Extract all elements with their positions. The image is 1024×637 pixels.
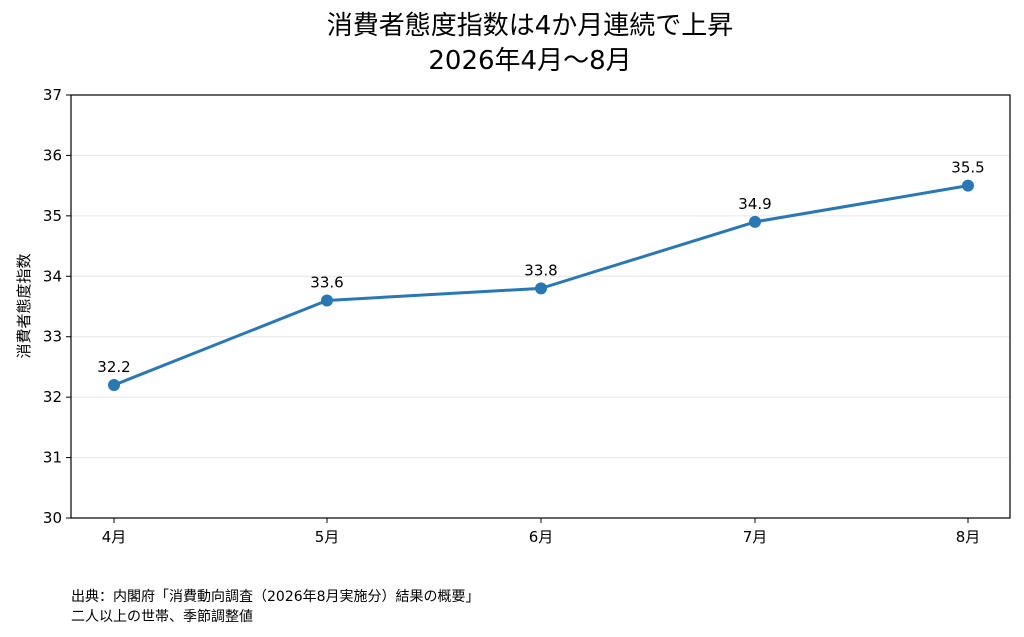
- data-label: 35.5: [951, 159, 984, 177]
- y-tick-label: 32: [43, 388, 62, 406]
- x-axis: 4月 5月 6月 7月 8月: [102, 518, 981, 546]
- series-group: [108, 179, 974, 392]
- data-point: [749, 215, 761, 228]
- x-tick-label: 8月: [956, 528, 981, 546]
- y-tick-label: 37: [43, 86, 62, 104]
- plot-frame: [70, 94, 1011, 519]
- y-tick-label: 33: [43, 328, 62, 346]
- x-tick-label: 7月: [743, 528, 768, 546]
- x-tick-label: 5月: [315, 528, 340, 546]
- chart-subtitle: 2026年4月〜8月: [428, 46, 631, 76]
- data-label: 32.2: [97, 358, 130, 376]
- y-tick-label: 36: [43, 146, 62, 164]
- y-tick-label: 31: [43, 449, 62, 467]
- y-tick-label: 34: [43, 267, 62, 285]
- y-axis: 30 31 32 33 34 35 36 37: [43, 86, 71, 527]
- data-label: 34.9: [738, 195, 771, 213]
- chart-title: 消費者態度指数は4か月連続で上昇: [327, 11, 734, 41]
- gridlines: [71, 154, 1010, 459]
- data-label: 33.8: [524, 261, 557, 279]
- data-point: [108, 379, 120, 392]
- x-tick-label: 6月: [529, 528, 554, 546]
- source-note-detail: 二人以上の世帯、季節調整値: [71, 608, 253, 625]
- data-label: 33.6: [310, 273, 343, 291]
- source-note: 出典：内閣府「消費動向調査（2026年8月実施分）結果の概要」: [71, 589, 480, 605]
- y-axis-label: 消費者態度指数: [15, 253, 33, 358]
- data-point: [535, 282, 547, 295]
- data-labels: 32.2 33.6 33.8 34.9 35.5: [97, 159, 984, 376]
- x-tick-label: 4月: [102, 528, 127, 546]
- data-point: [962, 179, 974, 192]
- data-point: [321, 294, 333, 307]
- y-tick-label: 30: [43, 509, 62, 527]
- y-tick-label: 35: [43, 207, 62, 225]
